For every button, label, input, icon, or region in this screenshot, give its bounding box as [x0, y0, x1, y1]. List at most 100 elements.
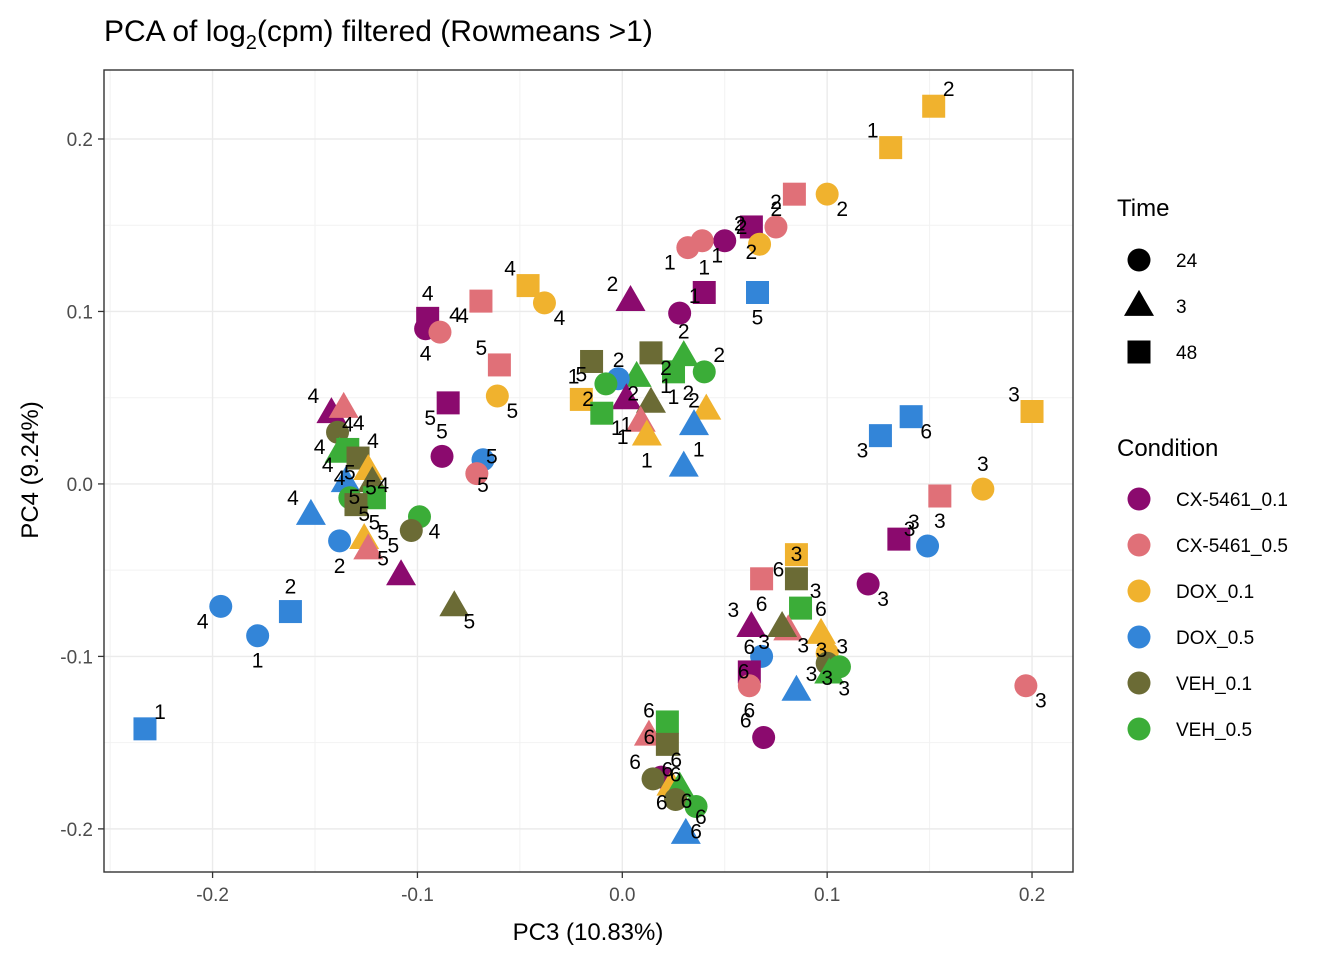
point-label-72: 3 [908, 511, 920, 534]
legend-time-label-0: 24 [1176, 251, 1198, 272]
point-label-20: 2 [627, 383, 639, 406]
point-89-CX-5461_0.5-t24 [737, 674, 761, 698]
legend-condition-label-3: DOX_0.5 [1176, 628, 1254, 649]
point-30-DOX_0.5-t3 [668, 450, 699, 477]
point-42-CX-5461_0.5-t24 [465, 462, 489, 486]
point-81-VEH_0.1-t3 [767, 610, 798, 637]
point-label-29: 1 [641, 450, 653, 473]
point-55-DOX_0.5-t3 [295, 498, 326, 525]
point-label-11: 5 [752, 306, 764, 329]
legend-condition-key-0 [1127, 487, 1151, 511]
x-axis-ticks: -0.2 -0.1 0.0 0.1 0.2 [196, 872, 1045, 906]
point-label-15: 1 [568, 365, 580, 388]
point-label-80: 3 [797, 635, 809, 658]
point-49-DOX_0.5-t3 [330, 466, 361, 493]
legend-condition-label-2: DOX_0.1 [1176, 582, 1254, 603]
point-label-33: 4 [457, 305, 469, 328]
point-label-23: 1 [621, 413, 633, 436]
point-label-79: 3 [728, 599, 740, 622]
x-tick-label-2: 0.0 [609, 885, 635, 906]
point-label-36: 4 [449, 304, 461, 327]
point-label-87: 6 [738, 660, 750, 683]
point-label-98: 6 [681, 790, 693, 813]
point-label-69: 3 [857, 440, 869, 463]
point-label-90: 3 [806, 663, 818, 686]
point-label-21: 2 [582, 388, 594, 411]
point-label-64: 2 [285, 576, 297, 599]
legend-condition: Condition CX-5461_0.1 CX-5461_0.5 DOX_0.1 D… [1117, 435, 1288, 741]
point-label-70: 3 [977, 453, 989, 476]
point-label-16: 2 [678, 320, 690, 343]
point-label-8: 1 [711, 245, 723, 268]
y-tick-label-2: 0.0 [67, 475, 93, 496]
point-82-DOX_0.1-t3 [806, 617, 837, 644]
point-13-CX-5461_0.1-t3 [615, 284, 646, 311]
point-label-38: 5 [506, 400, 518, 423]
point-label-97: 6 [629, 751, 641, 774]
point-102-DOX_0.5-t3 [670, 817, 701, 844]
legend-time-key-square [1127, 340, 1151, 364]
point-label-37: 5 [476, 337, 488, 360]
point-label-102: 6 [695, 806, 707, 829]
legend-time-label-1: 3 [1176, 297, 1187, 318]
point-10-CX-5461_0.1-t48 [692, 280, 716, 304]
point-label-25: 2 [682, 382, 694, 405]
point-label-81: 3 [758, 631, 770, 654]
legend-condition-key-4 [1127, 671, 1151, 695]
point-label-52: 5 [344, 462, 356, 485]
point-label-7: 2 [736, 216, 748, 239]
legend-time-key-circle [1127, 248, 1151, 272]
point-64-DOX_0.5-t48 [278, 600, 302, 624]
point-label-18: 2 [713, 344, 725, 367]
point-73-DOX_0.5-t24 [916, 534, 940, 558]
point-label-95: 6 [662, 758, 674, 781]
legend-condition-label-5: VEH_0.5 [1176, 720, 1252, 741]
point-label-24: 1 [660, 375, 672, 398]
point-65-DOX_0.5-t24 [246, 624, 270, 648]
point-label-83: 3 [821, 667, 833, 690]
legend-condition-label-0: CX-5461_0.1 [1176, 490, 1288, 511]
point-label-0: 2 [943, 78, 955, 101]
point-59-DOX_0.5-t24 [328, 529, 352, 553]
point-77-CX-5461_0.5-t48 [750, 567, 774, 591]
point-label-5: 2 [746, 241, 758, 264]
point-label-3: 2 [771, 198, 783, 221]
point-label-42: 5 [486, 446, 498, 469]
point-label-13: 2 [607, 273, 619, 296]
x-tick-label-1: -0.1 [401, 885, 434, 906]
title-main: PCA of log [104, 15, 246, 48]
point-label-47: 4 [334, 467, 346, 490]
point-label-10: 1 [698, 256, 710, 279]
point-label-93: 6 [644, 726, 656, 749]
title-rest: (cpm) filtered (Rowmeans >1) [257, 15, 653, 48]
x-tick-label-4: 0.2 [1019, 885, 1045, 906]
point-2-DOX_0.1-t24 [815, 182, 839, 206]
point-6-CX-5461_0.1-t24 [713, 229, 737, 253]
point-label-61: 5 [377, 547, 389, 570]
point-16-VEH_0.5-t3 [668, 340, 699, 367]
point-label-58: 5 [358, 503, 370, 526]
point-11-DOX_0.5-t48 [746, 280, 770, 304]
y-tick-label-4: 0.2 [67, 130, 93, 151]
point-0-DOX_0.1-t48 [922, 94, 946, 118]
point-label-12: 1 [689, 285, 701, 308]
point-label-46: 4 [342, 413, 354, 436]
point-label-6: 2 [734, 213, 746, 236]
point-17-VEH_0.5-t48 [662, 360, 686, 384]
point-71-CX-5461_0.5-t48 [928, 484, 952, 508]
point-21-VEH_0.5-t24 [594, 372, 618, 396]
point-label-9: 1 [664, 252, 676, 275]
point-70-DOX_0.1-t24 [971, 477, 995, 501]
point-label-45: 4 [314, 436, 326, 459]
point-label-30: 1 [693, 439, 705, 462]
point-label-22: 5 [575, 363, 587, 386]
point-51-VEH_0.1-t3 [357, 466, 388, 493]
point-label-76: 3 [791, 543, 803, 566]
point-label-14: 2 [660, 357, 672, 380]
point-label-99: 6 [656, 791, 668, 814]
point-40-CX-5461_0.1-t24 [430, 444, 454, 468]
point-90-DOX_0.5-t3 [781, 674, 812, 701]
point-39-CX-5461_0.1-t48 [436, 391, 460, 415]
point-97-VEH_0.1-t24 [641, 767, 665, 791]
point-label-60: 5 [377, 521, 389, 544]
